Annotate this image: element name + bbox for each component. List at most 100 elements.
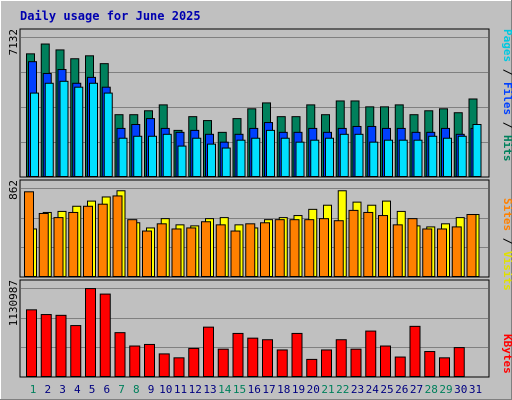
- bar-pages-day-8: [133, 135, 143, 178]
- bar-sites-day-10: [156, 223, 167, 277]
- legend-segment: /: [501, 115, 512, 135]
- x-label-day-25: 25: [380, 383, 393, 396]
- bar-sites-day-23: [348, 209, 359, 277]
- legend-segment: Pages: [501, 29, 512, 62]
- bar-kbytes-day-24: [365, 330, 377, 378]
- bar-sites-day-5: [83, 205, 93, 277]
- x-label-day-14: 14: [218, 383, 232, 396]
- panel1-legend: Pages / Files / Hits: [501, 29, 512, 162]
- bar-kbytes-day-12: [188, 347, 200, 378]
- x-label-day-2: 2: [44, 383, 51, 396]
- bar-pages-day-11: [177, 145, 187, 177]
- bar-pages-day-10: [162, 133, 172, 178]
- bar-sites-day-21: [319, 218, 329, 278]
- bar-sites-day-14: [215, 224, 226, 277]
- bar-pages-day-12: [192, 137, 202, 177]
- bar-pages-day-14: [221, 147, 231, 177]
- x-label-day-30: 30: [454, 383, 467, 396]
- bar-pages-day-9: [148, 135, 157, 178]
- bar-sites-day-20: [304, 219, 315, 277]
- x-label-day-26: 26: [395, 383, 408, 396]
- bar-kbytes-day-11: [173, 357, 185, 377]
- bar-pages-day-27: [413, 139, 423, 177]
- bar-kbytes-day-15: [232, 332, 244, 377]
- x-label-day-15: 15: [233, 383, 246, 396]
- x-label-day-19: 19: [292, 383, 305, 396]
- bar-pages-day-31: [472, 123, 482, 177]
- bar-sites-day-30: [451, 226, 462, 278]
- bar-sites-day-29: [437, 228, 447, 277]
- bar-pages-day-21: [325, 137, 334, 177]
- bar-pages-day-28: [428, 135, 438, 178]
- bar-sites-day-13: [201, 221, 211, 277]
- legend-segment: /: [501, 231, 512, 251]
- bar-kbytes-day-29: [439, 357, 450, 377]
- panel3-max-label: 1130987: [7, 280, 20, 326]
- legend-segment: KBytes: [501, 334, 512, 374]
- legend-segment: Sites: [501, 198, 512, 231]
- bar-sites-day-4: [68, 211, 79, 277]
- bar-pages-day-17: [266, 129, 275, 178]
- bar-pages-day-7: [118, 137, 128, 177]
- x-label-day-21: 21: [321, 383, 334, 396]
- bar-sites-day-6: [97, 203, 108, 278]
- bar-kbytes-day-9: [144, 343, 155, 377]
- bar-kbytes-day-18: [276, 349, 288, 377]
- bar-sites-day-18: [274, 219, 285, 277]
- bar-pages-day-16: [251, 137, 261, 177]
- x-label-day-29: 29: [439, 383, 452, 396]
- x-label-day-31: 31: [469, 383, 482, 396]
- bar-kbytes-day-6: [99, 293, 111, 377]
- x-label-day-28: 28: [425, 383, 438, 396]
- bar-pages-day-22: [339, 133, 349, 178]
- bar-sites-day-11: [171, 228, 182, 277]
- bar-kbytes-day-27: [409, 325, 421, 377]
- bar-kbytes-day-4: [70, 325, 82, 377]
- legend-segment: Hits: [501, 135, 512, 162]
- bar-kbytes-day-10: [158, 353, 170, 378]
- bar-kbytes-day-26: [394, 356, 406, 378]
- bar-kbytes-day-20: [306, 358, 318, 377]
- bar-pages-day-26: [398, 139, 408, 177]
- bar-pages-day-30: [457, 135, 467, 178]
- x-label-day-20: 20: [307, 383, 320, 396]
- bar-sites-day-8: [127, 219, 138, 277]
- x-label-day-12: 12: [189, 383, 202, 396]
- bar-pages-day-5: [89, 82, 98, 177]
- bar-sites-day-25: [378, 215, 388, 277]
- x-axis-labels: 1 2 3 4 5 6 7 8 9 10 11 12 13 14 15 16 17 18 19 20 21 22 23 24 2…: [30, 383, 482, 396]
- bar-kbytes-day-16: [247, 337, 259, 378]
- x-label-day-3: 3: [59, 383, 66, 396]
- bar-kbytes-day-23: [350, 348, 362, 378]
- panel2-legend: Sites / Visits: [501, 198, 512, 291]
- x-label-day-10: 10: [159, 383, 172, 396]
- bar-sites-day-31: [466, 214, 477, 277]
- bar-kbytes-day-7: [114, 332, 126, 378]
- bar-sites-day-24: [363, 211, 374, 277]
- hits-files-pages-panel: [19, 28, 490, 178]
- bar-kbytes-day-1: [26, 309, 37, 377]
- bar-sites-day-2: [38, 212, 49, 278]
- panel1-max-label: 7132: [7, 29, 20, 56]
- bar-sites-day-17: [260, 222, 270, 278]
- bar-pages-day-1: [30, 92, 39, 177]
- bar-sites-day-12: [186, 227, 197, 278]
- bar-sites-day-3: [53, 217, 64, 278]
- bar-pages-day-13: [207, 143, 216, 177]
- bar-sites-day-15: [230, 230, 241, 277]
- bar-kbytes-day-30: [453, 347, 465, 378]
- bar-sites-day-26: [392, 224, 403, 277]
- bar-pages-day-24: [369, 141, 379, 177]
- x-label-day-1: 1: [30, 383, 37, 396]
- bar-kbytes-day-21: [321, 349, 332, 377]
- x-label-day-17: 17: [262, 383, 275, 396]
- panel3-legend: KBytes: [501, 334, 512, 374]
- bar-kbytes-day-22: [335, 339, 347, 378]
- x-label-day-8: 8: [133, 383, 140, 396]
- x-label-day-18: 18: [277, 383, 290, 396]
- bar-pages-day-3: [59, 80, 69, 177]
- x-label-day-13: 13: [203, 383, 216, 396]
- bar-pages-day-20: [310, 139, 320, 177]
- bar-sites-day-28: [422, 228, 433, 277]
